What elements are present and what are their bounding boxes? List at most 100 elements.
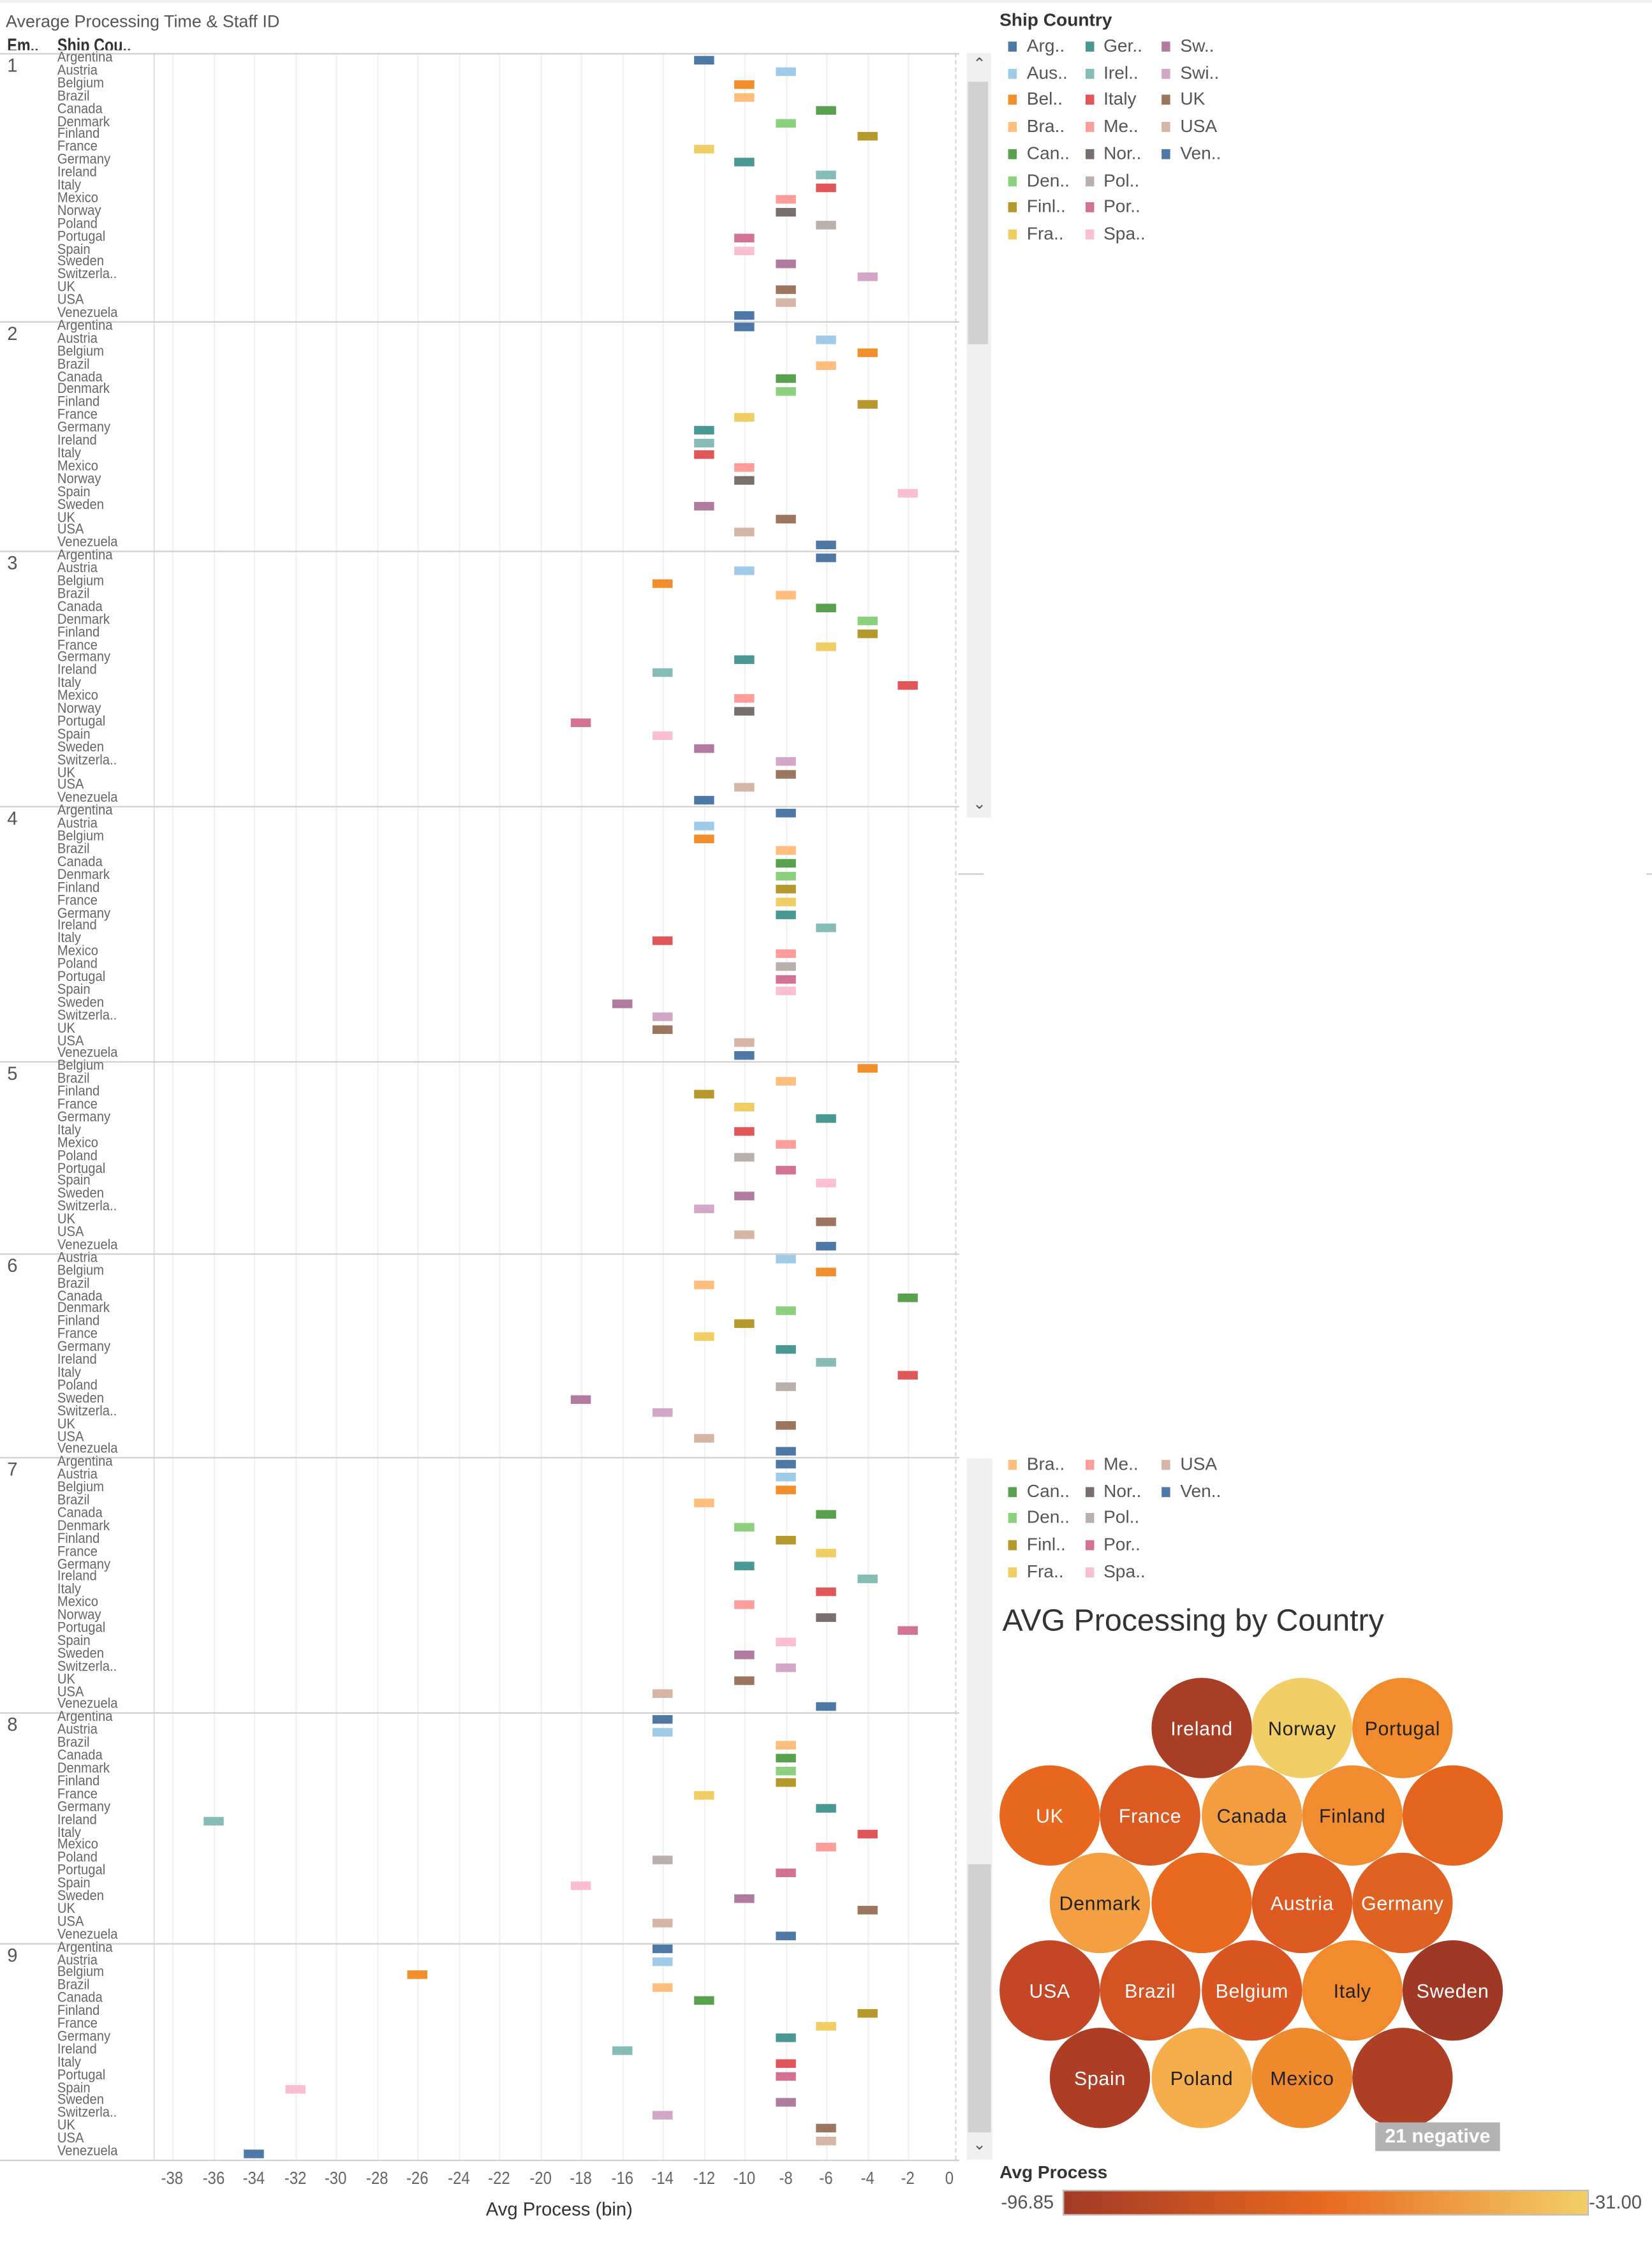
legend-item[interactable]: Pol.. xyxy=(1084,1508,1139,1528)
bin-mark[interactable] xyxy=(284,2085,306,2094)
bin-mark[interactable] xyxy=(693,1089,714,1098)
bin-mark[interactable] xyxy=(735,413,755,422)
country-bubble[interactable]: Sweden xyxy=(1402,1940,1503,2041)
legend-item[interactable]: USA xyxy=(1162,1454,1217,1474)
bin-mark[interactable] xyxy=(653,1983,674,1992)
legend-item[interactable]: Ger.. xyxy=(1084,36,1142,56)
bin-mark[interactable] xyxy=(776,1459,796,1468)
country-bubble[interactable]: Germany xyxy=(1352,1852,1453,1954)
legend-item[interactable]: Den.. xyxy=(1008,1508,1070,1528)
bin-mark[interactable] xyxy=(816,182,837,192)
bin-mark[interactable] xyxy=(735,783,755,792)
bin-mark[interactable] xyxy=(776,885,796,894)
bin-mark[interactable] xyxy=(776,961,796,971)
country-bubble[interactable] xyxy=(1352,2028,1453,2128)
legend-item[interactable]: Ven.. xyxy=(1162,1481,1221,1501)
country-bubble[interactable]: France xyxy=(1100,1765,1200,1866)
bin-mark[interactable] xyxy=(816,1612,837,1622)
bin-mark[interactable] xyxy=(898,681,918,689)
bin-mark[interactable] xyxy=(898,1370,918,1379)
bin-mark[interactable] xyxy=(776,770,796,779)
country-bubble[interactable] xyxy=(1402,1765,1503,1866)
bin-mark[interactable] xyxy=(571,1396,592,1405)
country-bubble[interactable]: Mexico xyxy=(1251,2028,1353,2128)
bin-mark[interactable] xyxy=(735,1153,755,1162)
legend-item[interactable]: Nor.. xyxy=(1084,143,1141,163)
bin-mark[interactable] xyxy=(857,399,878,409)
bin-mark[interactable] xyxy=(816,1217,837,1226)
bin-mark[interactable] xyxy=(816,1587,837,1596)
bin-mark[interactable] xyxy=(776,374,796,383)
bin-mark[interactable] xyxy=(653,732,674,741)
bin-mark[interactable] xyxy=(857,348,878,358)
bin-mark[interactable] xyxy=(816,1842,837,1852)
bin-mark[interactable] xyxy=(776,808,796,818)
bin-mark[interactable] xyxy=(776,1421,796,1430)
bin-mark[interactable] xyxy=(898,1625,918,1635)
bin-mark[interactable] xyxy=(857,1906,878,1915)
bin-mark[interactable] xyxy=(816,106,837,115)
bin-mark[interactable] xyxy=(776,515,796,524)
country-bubble[interactable]: Norway xyxy=(1251,1678,1353,1778)
legend-item[interactable]: Bra.. xyxy=(1008,116,1065,136)
bin-mark[interactable] xyxy=(776,1076,796,1086)
country-bubble[interactable]: USA xyxy=(999,1940,1100,2041)
bin-mark[interactable] xyxy=(776,1472,796,1481)
bin-mark[interactable] xyxy=(735,1561,755,1570)
bin-mark[interactable] xyxy=(776,1663,796,1673)
bin-mark[interactable] xyxy=(776,1740,796,1750)
legend-item[interactable]: Me.. xyxy=(1084,1454,1139,1474)
bin-mark[interactable] xyxy=(816,1804,837,1813)
bin-mark[interactable] xyxy=(816,642,837,651)
bin-mark[interactable] xyxy=(816,2123,837,2132)
bin-mark[interactable] xyxy=(776,2072,796,2081)
legend-item[interactable]: Den.. xyxy=(1008,170,1070,190)
bin-mark[interactable] xyxy=(776,208,796,218)
employee-column-header[interactable]: Em.. xyxy=(7,34,39,50)
country-bubble[interactable]: Portugal xyxy=(1352,1678,1453,1778)
country-bubble[interactable]: UK xyxy=(999,1765,1100,1866)
bin-mark[interactable] xyxy=(776,897,796,907)
bin-mark[interactable] xyxy=(735,706,755,715)
bin-mark[interactable] xyxy=(653,1025,674,1035)
scroll-down-icon[interactable]: ⌄ xyxy=(973,795,986,813)
bin-mark[interactable] xyxy=(816,1510,837,1519)
bin-mark[interactable] xyxy=(776,859,796,869)
bin-mark[interactable] xyxy=(653,1958,674,1966)
bin-mark[interactable] xyxy=(735,1038,755,1047)
bin-mark[interactable] xyxy=(653,2111,674,2120)
bin-mark[interactable] xyxy=(776,2034,796,2043)
legend-item[interactable]: Spa.. xyxy=(1084,1561,1146,1581)
bin-mark[interactable] xyxy=(735,1191,755,1200)
country-bubble[interactable]: Belgium xyxy=(1202,1940,1302,2041)
bin-mark[interactable] xyxy=(653,579,674,587)
bin-mark[interactable] xyxy=(735,1523,755,1532)
bin-mark[interactable] xyxy=(653,1714,674,1724)
bin-mark[interactable] xyxy=(653,1727,674,1737)
bin-mark[interactable] xyxy=(776,195,796,205)
bin-mark[interactable] xyxy=(776,1638,796,1648)
negative-values-badge[interactable]: 21 negative xyxy=(1375,2122,1500,2151)
bin-mark[interactable] xyxy=(653,1408,674,1417)
bin-mark[interactable] xyxy=(816,361,837,371)
legend-item[interactable]: Fra.. xyxy=(1008,223,1064,244)
bin-mark[interactable] xyxy=(693,1434,714,1443)
bin-mark[interactable] xyxy=(612,2047,633,2056)
bin-mark[interactable] xyxy=(776,1536,796,1545)
bin-mark[interactable] xyxy=(653,668,674,677)
country-bubble[interactable]: Austria xyxy=(1251,1852,1353,1954)
bin-mark[interactable] xyxy=(776,1778,796,1788)
bin-mark[interactable] xyxy=(816,923,837,933)
bin-mark[interactable] xyxy=(735,1676,755,1686)
bin-mark[interactable] xyxy=(735,310,755,320)
bin-mark[interactable] xyxy=(203,1817,223,1826)
bin-mark[interactable] xyxy=(653,1855,674,1864)
bin-mark[interactable] xyxy=(816,221,837,230)
bin-mark[interactable] xyxy=(776,846,796,856)
bin-mark[interactable] xyxy=(816,1702,837,1711)
bin-mark[interactable] xyxy=(857,617,878,626)
bin-mark[interactable] xyxy=(693,1204,714,1213)
bin-mark[interactable] xyxy=(693,144,714,154)
legend-item[interactable]: Aus.. xyxy=(1008,63,1068,83)
country-bubble[interactable]: Canada xyxy=(1202,1765,1302,1866)
